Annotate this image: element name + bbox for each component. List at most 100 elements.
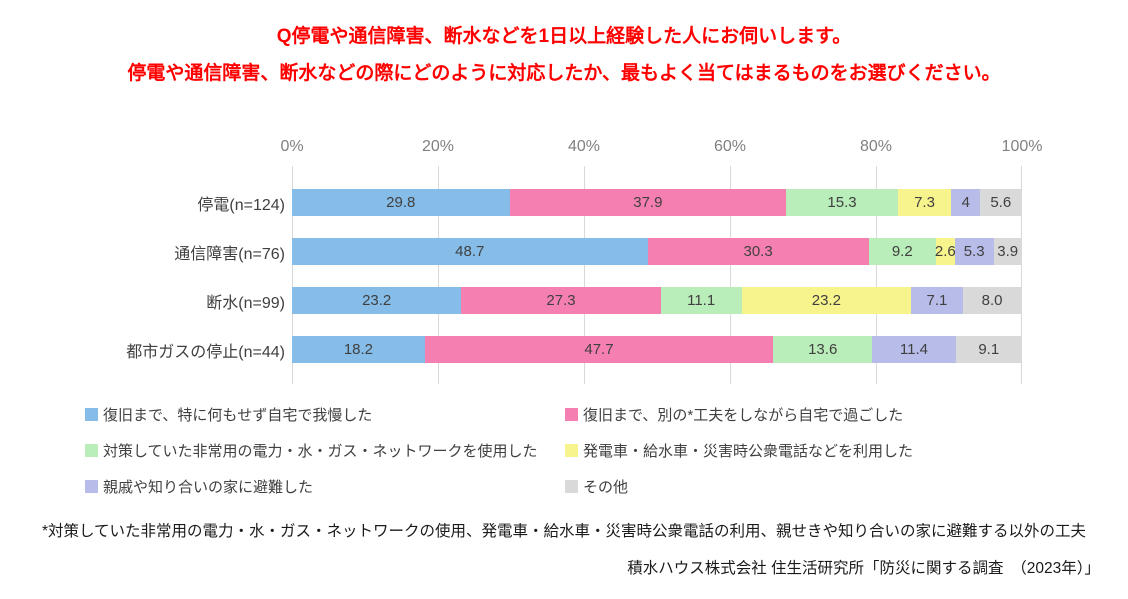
x-axis: 0% 20% 40% 60% 80% 100% [0,138,1042,158]
x-tick-label: 100% [1001,138,1043,156]
category-label: 通信障害(n=76) [174,245,285,263]
bar-segment: 5.6 [980,189,1022,217]
bar-segment: 27.3 [461,287,661,315]
segment-value-label: 23.2 [811,292,841,310]
legend-label: 復旧まで、別の*工夫をしながら自宅で過ごした [583,407,904,425]
stacked-bar-chart: 0% 20% 40% 60% 80% 100% 停電(n=124) 29.8 37.9 15.3… [0,138,1042,385]
legend-swatch [85,444,98,458]
legend-item: 対策していた非常用の電力・水・ガス・ネットワークを使用した [85,440,565,461]
segment-value-label: 7.3 [914,194,935,212]
bar-segment: 9.1 [955,336,1022,364]
gridline [730,166,731,385]
segment-value-label: 4 [961,194,970,212]
bar-segment: 11.4 [872,336,956,364]
gridline [584,166,585,385]
legend-item: 復旧まで、特に何もせず自宅で我慢した [85,404,565,425]
bar-segment: 8.0 [962,287,1022,315]
page: Q停電や通信障害、断水などを1日以上経験した人にお伺いします。 停電や通信障害、… [0,26,1128,578]
bar-track: 23.2 27.3 11.1 23.2 7.1 8.0 [292,287,1022,315]
bar-segment: 23.2 [741,287,912,315]
segment-value-label: 27.3 [546,292,576,310]
bar-segment: 5.3 [954,238,994,266]
x-axis-ticks: 0% 20% 40% 60% 80% 100% [280,138,1042,158]
segment-value-label: 47.7 [584,341,614,359]
segment-value-label: 15.3 [827,194,857,212]
legend-item: 復旧まで、別の*工夫をしながら自宅で過ごした [565,404,1045,425]
legend-swatch [85,480,98,494]
segment-value-label: 9.2 [891,243,913,261]
segment-value-label: 8.0 [981,292,1003,310]
bar-segment: 48.7 [292,238,648,266]
segment-value-label: 23.2 [362,292,392,310]
bar-row: 都市ガスの停止(n=44) 18.2 47.7 13.6 11.4 9.1 [0,325,1022,374]
x-tick-label: 80% [859,138,893,156]
gridlines [292,166,1022,385]
bar-segment: 30.3 [647,238,869,266]
bar-segment: 9.2 [868,238,936,266]
gridline [292,166,293,385]
bar-segment: 47.7 [424,336,774,364]
segment-value-label: 7.1 [926,292,948,310]
title-line-1: Q停電や通信障害、断水などを1日以上経験した人にお伺いします。 [276,26,852,47]
segment-value-label: 30.3 [743,243,773,261]
legend-label: 対策していた非常用の電力・水・ガス・ネットワークを使用した [103,443,538,461]
bar-row: 停電(n=124) 29.8 37.9 15.3 7.3 4 5.6 [0,178,1022,227]
source-citation: 積水ハウス株式会社 住生活研究所「防災に関する調査 （2023年）」 [627,560,1100,578]
legend-swatch [565,408,578,422]
segment-value-label: 3.9 [997,243,1019,261]
bar-segment: 37.9 [509,189,787,217]
category-label: 都市ガスの停止(n=44) [126,343,285,361]
segment-value-label: 13.6 [808,341,838,359]
segment-value-label: 2.6 [934,243,956,261]
gridline [876,166,877,385]
legend-swatch [565,480,578,494]
footnote: *対策していた非常用の電力・水・ガス・ネットワークの使用、発電車・給水車・災害時… [41,523,1087,541]
axis-label-spacer [0,138,292,158]
segment-value-label: 11.4 [899,341,928,359]
segment-value-label: 29.8 [386,194,416,212]
bar-row: 通信障害(n=76) 48.7 30.3 9.2 2.6 5.3 3.9 [0,227,1022,276]
x-tick-label: 0% [280,138,304,156]
bar-segment: 18.2 [292,336,425,364]
legend-swatch [565,444,578,458]
segment-value-label: 5.6 [990,194,1012,212]
bar-segment: 3.9 [993,238,1022,266]
title-line-2: 停電や通信障害、断水などの際にどのように対応したか、最もよく当てはまるものをお選… [127,63,1001,85]
bar-segment: 11.1 [660,287,742,315]
bar-segment: 13.6 [773,336,873,364]
gridline [1021,166,1022,385]
x-tick-label: 20% [421,138,455,156]
bar-segment: 4 [951,189,981,217]
legend-label: 親戚や知り合いの家に避難した [103,479,314,497]
segment-value-label: 9.1 [978,341,1000,359]
bar-segment: 29.8 [292,189,510,217]
segment-value-label: 18.2 [343,341,374,359]
x-tick-label: 40% [567,138,601,156]
category-label: 断水(n=99) [206,294,285,312]
legend-item: その他 [565,476,1045,497]
legend-label: 復旧まで、特に何もせず自宅で我慢した [103,407,373,425]
segment-value-label: 5.3 [963,243,985,261]
bar-segment: 7.1 [911,287,963,315]
legend-label: その他 [583,479,629,497]
gridline [438,166,439,385]
legend-item: 発電車・給水車・災害時公衆電話などを利用した [565,440,1045,461]
segment-value-label: 11.1 [687,292,716,310]
bar-row: 断水(n=99) 23.2 27.3 11.1 23.2 7.1 8.0 [0,276,1022,325]
segment-value-label: 48.7 [455,243,485,261]
plot-area: 停電(n=124) 29.8 37.9 15.3 7.3 4 5.6 通信障害(n=76) 48… [0,166,1022,385]
legend-item: 親戚や知り合いの家に避難した [85,476,565,497]
legend: 復旧まで、特に何もせず自宅で我慢した 復旧まで、別の*工夫をしながら自宅で過ごした… [85,404,1128,497]
bar-track: 48.7 30.3 9.2 2.6 5.3 3.9 [292,238,1022,266]
x-tick-label: 60% [713,138,747,156]
segment-value-label: 37.9 [633,194,663,212]
bar-track: 18.2 47.7 13.6 11.4 9.1 [292,336,1022,364]
legend-label: 発電車・給水車・災害時公衆電話などを利用した [583,443,914,461]
bar-segment: 15.3 [786,189,898,217]
bar-segment: 2.6 [934,238,956,266]
bar-rows: 停電(n=124) 29.8 37.9 15.3 7.3 4 5.6 通信障害(n=76) 48… [0,166,1022,374]
category-label: 停電(n=124) [197,196,285,214]
bar-segment: 23.2 [292,287,462,315]
legend-swatch [85,408,98,422]
bar-track: 29.8 37.9 15.3 7.3 4 5.6 [292,189,1022,217]
